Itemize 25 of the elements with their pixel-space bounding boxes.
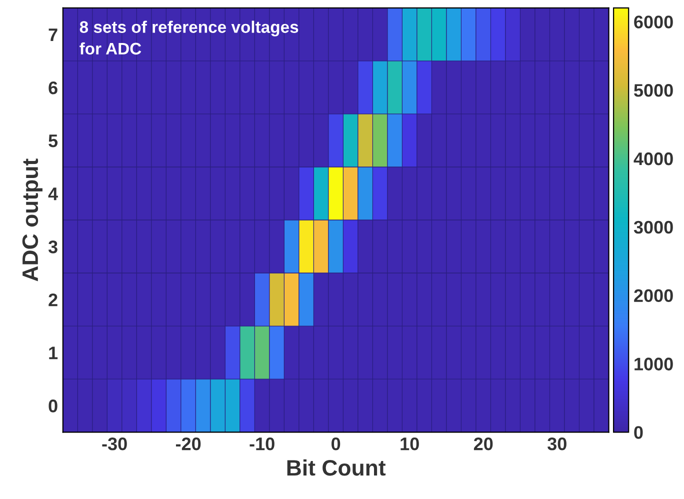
y-tick-label: 3 <box>48 240 58 254</box>
x-tick-label: -30 <box>102 437 127 450</box>
x-tick-label: -20 <box>176 437 201 450</box>
y-axis-title: ADC output <box>22 158 42 282</box>
annotation: 8 sets of reference voltages for ADC <box>80 20 298 55</box>
x-tick-label: 10 <box>400 437 419 450</box>
color-bar-label: 5000 <box>634 84 673 97</box>
y-tick-label: 1 <box>49 346 58 360</box>
x-tick-label: 20 <box>474 437 493 450</box>
color-bar-label: 2000 <box>634 289 673 302</box>
y-tick-label: 5 <box>48 134 58 148</box>
color-bar-label: 3000 <box>634 220 673 234</box>
y-tick-label: 0 <box>48 400 58 412</box>
color-bar-label: 4000 <box>634 152 673 166</box>
color-bar-label: 1000 <box>634 358 673 370</box>
y-tick-label: 6 <box>48 81 58 94</box>
x-tick-label: 30 <box>548 437 566 450</box>
color-bar-label: 0 <box>634 426 643 439</box>
x-axis-title: Bit Count <box>287 459 386 476</box>
color-bar-label: 6000 <box>634 16 673 28</box>
x-tick-label: -10 <box>250 437 274 450</box>
y-tick-label: 4 <box>48 188 58 200</box>
x-tick-label: 0 <box>332 437 340 450</box>
y-tick-label: 2 <box>48 294 58 306</box>
y-tick-label: 7 <box>48 28 58 42</box>
